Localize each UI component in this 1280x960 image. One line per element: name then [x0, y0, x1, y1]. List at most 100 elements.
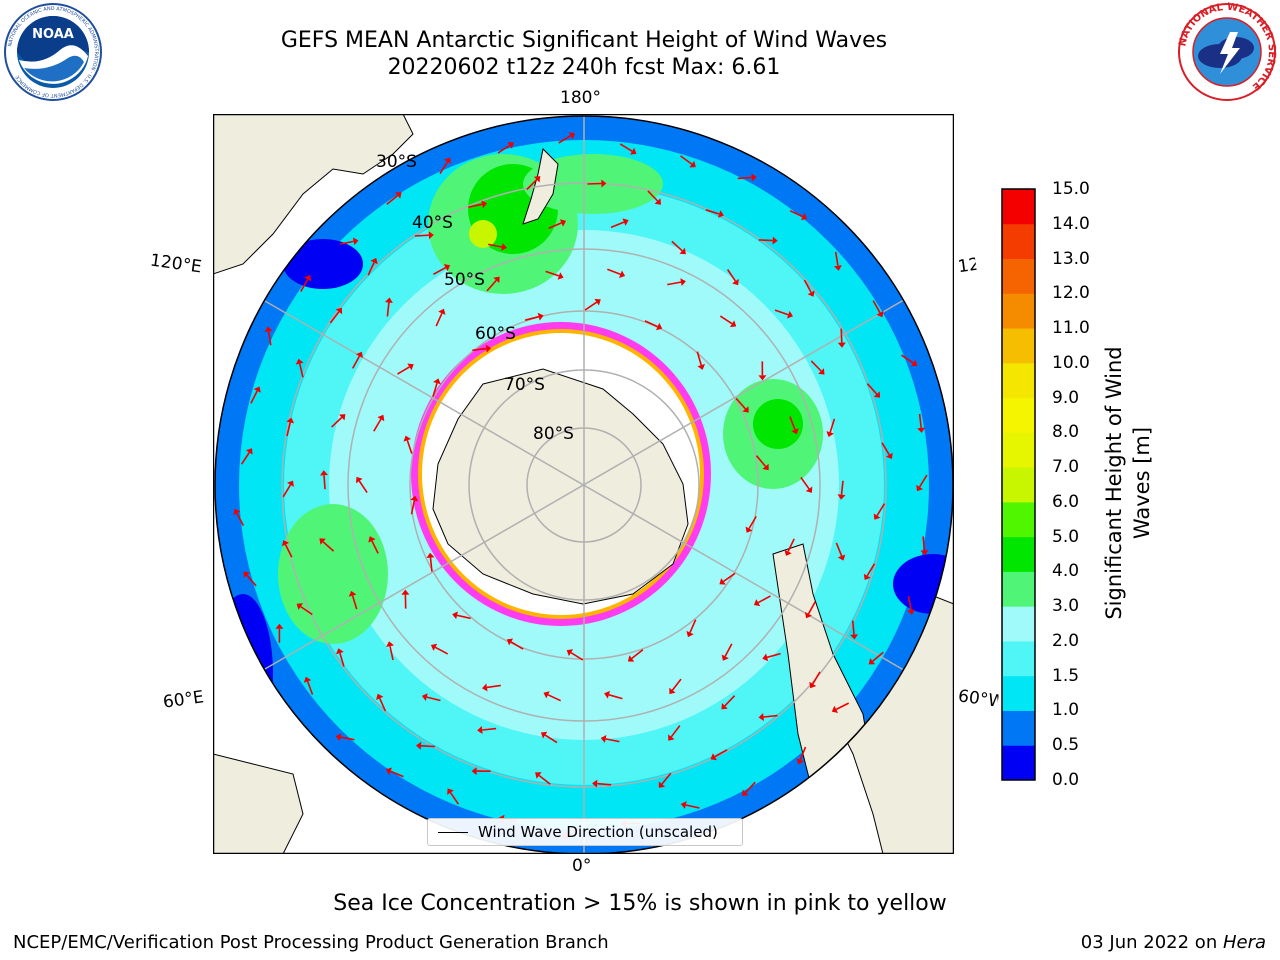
wind-arrow-shaft	[661, 772, 672, 785]
wind-arrow-shaft	[901, 354, 914, 364]
graticule	[215, 116, 953, 854]
wind-arrow-head	[668, 734, 675, 741]
lat-label-70s: 70°S	[504, 375, 545, 395]
wind-arrow-head	[356, 476, 363, 484]
wind-arrow-shaft	[351, 595, 358, 610]
wind-arrow-head	[428, 231, 434, 240]
wind-arrow-head	[348, 590, 357, 597]
wind-arrow-head	[320, 470, 328, 476]
nws-logo: NATIONAL WEATHER SERVICE	[1177, 2, 1277, 101]
map-legend: Wind Wave Direction (unscaled)	[427, 818, 743, 846]
wind-arrow-head	[742, 789, 749, 796]
wind-arrow-shaft	[339, 652, 345, 667]
wind-arrow-head	[600, 735, 607, 743]
wind-arrow-shaft	[726, 269, 737, 282]
wind-arrow-shaft	[745, 781, 756, 793]
footer-credit: NCEP/EMC/Verification Post Processing Pr…	[13, 932, 609, 953]
wind-arrow-head	[568, 132, 575, 140]
wind-arrow-head	[403, 435, 411, 442]
wind-arrow-head	[791, 428, 799, 435]
wind-arrow-head	[485, 344, 492, 353]
colorbar-swatch	[1002, 258, 1035, 294]
wind-arrow-head	[385, 767, 392, 775]
wind-arrow-shaft	[538, 774, 551, 785]
colorbar-swatch	[1002, 189, 1035, 225]
wind-arrow-shaft	[449, 792, 460, 805]
wind-arrow-head	[426, 552, 435, 558]
wind-arrow-shaft	[608, 694, 623, 700]
wind-arrow-head	[335, 733, 342, 742]
wind-arrow-head	[619, 270, 626, 278]
wind-arrow-head	[863, 573, 871, 580]
wind-arrow-head	[339, 414, 346, 421]
wind-arrow-shaft	[840, 328, 843, 343]
colorbar-tick-label: 7.0	[1052, 457, 1080, 478]
wind-arrow-shaft	[510, 641, 524, 650]
wind-arrow-shaft	[456, 614, 471, 620]
wind-arrow-head	[751, 173, 757, 182]
wind-arrow-head	[697, 364, 705, 370]
wind-arrow-shaft	[719, 315, 733, 325]
lat-label-50s: 50°S	[444, 270, 485, 290]
lon-label-120w: 120°W	[956, 254, 978, 278]
wind-arrow-shaft	[705, 209, 720, 215]
legend-label: Wind Wave Direction (unscaled)	[478, 823, 718, 841]
wind-arrow-shaft	[420, 745, 435, 748]
wind-arrow-shaft	[671, 240, 683, 252]
wind-arrow-shaft	[386, 194, 399, 205]
colorbar-swatch	[1002, 710, 1035, 746]
wind-arrow-head	[796, 758, 804, 765]
colorbar-swatch	[1002, 362, 1035, 399]
wind-arrow-head	[303, 676, 312, 683]
wind-arrow-shaft	[799, 746, 807, 761]
wind-arrow-shaft	[329, 311, 340, 324]
wind-arrow-head	[447, 788, 454, 795]
wind-arrow-shaft	[829, 418, 836, 433]
wind-arrow-head	[732, 278, 739, 286]
wind-arrow-head	[533, 176, 541, 183]
wind-arrow-shaft	[468, 203, 483, 208]
wind-arrow-shaft	[834, 251, 839, 266]
colorbar-tick-label: 8.0	[1052, 422, 1080, 443]
wind-arrow-shaft	[689, 619, 697, 633]
wind-arrow-head	[656, 322, 663, 331]
wind-arrow-head	[718, 210, 724, 218]
wind-arrow-shaft	[696, 351, 702, 366]
wind-arrow-shaft	[724, 643, 733, 657]
legend-line-swatch	[438, 832, 468, 833]
wind-arrow-shaft	[482, 727, 497, 731]
wind-arrow-shaft	[735, 397, 746, 410]
wind-arrow-shaft	[570, 652, 584, 661]
wind-arrow-shaft	[787, 538, 795, 552]
colorbar-swatch	[1002, 501, 1035, 538]
wind-arrow-head	[336, 648, 344, 655]
wind-arrow-shaft	[607, 268, 621, 275]
wind-arrow-head	[630, 147, 637, 155]
colorbar-swatch	[1002, 745, 1035, 781]
colorbar-tick-label: 3.0	[1052, 596, 1080, 617]
wind-arrow-shaft	[667, 281, 682, 286]
wind-arrow-shaft	[488, 243, 503, 248]
wind-arrow-shaft	[723, 572, 736, 583]
wind-arrow-head	[721, 703, 728, 710]
colorbar-swatch	[1002, 571, 1035, 607]
wind-arrow-head	[721, 654, 729, 661]
wind-arrow-shaft	[644, 320, 658, 328]
wind-arrow-shaft	[497, 144, 511, 154]
wind-arrow-shaft	[755, 455, 767, 467]
wind-arrow-shaft	[872, 300, 881, 314]
land-australia	[213, 114, 414, 275]
wind-arrow-shaft	[306, 681, 314, 695]
wind-arrow-shaft	[433, 266, 447, 276]
wind-arrow-shaft	[246, 574, 257, 587]
wind-arrow-shaft	[371, 540, 379, 554]
wind-arrow-shaft	[432, 382, 438, 397]
wind-arrow-shaft	[397, 366, 410, 375]
wind-arrow-shaft	[631, 649, 644, 660]
wind-arrow-shaft	[250, 390, 258, 404]
wind-arrow-head	[669, 687, 676, 695]
wind-arrow-shaft	[298, 363, 304, 378]
lat-label-30s: 30°S	[376, 152, 417, 172]
colorbar-tick-label: 14.0	[1052, 213, 1090, 234]
wind-arrow-head	[471, 767, 477, 776]
